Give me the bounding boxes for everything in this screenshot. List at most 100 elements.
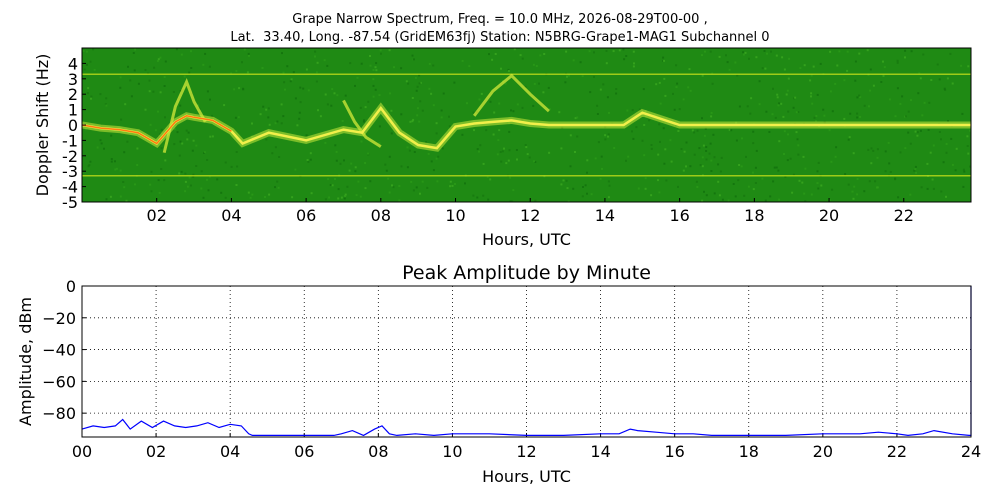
spectrogram-noise-pixel [859,96,862,99]
spectrogram-noise-pixel [581,195,584,198]
spectrogram-noise-pixel [271,152,274,155]
spectrogram-noise-pixel [601,167,603,170]
spectrogram-noise-pixel [363,119,366,122]
spectrogram-noise-pixel [718,55,721,58]
spectrogram-noise-pixel [843,117,846,120]
spectrogram-noise-pixel [192,173,195,176]
spectrogram-noise-pixel [391,184,393,187]
spectrogram-noise-pixel [315,80,318,83]
spectrogram-noise-pixel [114,168,117,171]
spectrogram-noise-pixel [357,180,360,183]
spectrogram-noise-pixel [204,52,207,55]
spectrogram-noise-pixel [548,151,551,154]
spectrogram-noise-pixel [130,95,133,98]
spectrogram-noise-pixel [235,184,238,186]
spectrogram-noise-pixel [398,199,401,202]
spectrogram-noise-pixel [500,67,502,70]
spectrogram-noise-pixel [710,170,713,172]
spectrogram-noise-pixel [899,151,902,154]
spectrogram-noise-pixel [931,178,934,181]
spectrogram-noise-pixel [657,153,660,156]
spectrogram-noise-pixel [962,185,965,188]
spectrogram-noise-pixel [179,104,182,107]
spectrogram-noise-pixel [816,182,819,185]
spectrogram-noise-pixel [880,81,883,83]
spectrogram-noise-pixel [223,104,226,107]
spectrogram-noise-pixel [683,150,686,153]
spectrogram-noise-pixel [378,125,381,128]
spectrogram-noise-pixel [367,152,369,155]
spectrogram-y-axis-label: Doppler Shift (Hz) [33,54,52,197]
spectrogram-noise-pixel [705,146,708,148]
spectrogram-noise-pixel [175,48,178,51]
spectrogram-noise-pixel [794,96,797,99]
spectrogram-noise-pixel [85,50,88,53]
spectrogram-noise-pixel [461,59,464,62]
spectrogram-noise-pixel [856,178,859,180]
spectrogram-noise-pixel [163,85,166,87]
spectrogram-noise-pixel [190,67,193,69]
spectrogram-y-tick-label: 2 [68,85,78,104]
spectrogram-noise-pixel [306,159,309,161]
spectrogram-noise-pixel [618,49,621,52]
spectrogram-noise-pixel [200,170,203,173]
spectrogram-noise-pixel [421,180,424,183]
spectrogram-noise-pixel [122,181,125,183]
spectrogram-noise-pixel [778,198,781,201]
spectrogram-noise-pixel [507,70,510,72]
spectrogram-noise-pixel [811,102,814,105]
spectrogram-noise-pixel [615,92,618,95]
spectrogram-noise-pixel [413,151,416,153]
spectrogram-noise-pixel [665,179,668,182]
spectrogram-noise-pixel [754,182,757,184]
spectrogram-noise-pixel [742,51,745,54]
spectrogram-noise-pixel [625,55,628,57]
spectrogram-noise-pixel [328,196,331,199]
spectrogram-noise-pixel [407,82,410,85]
spectrogram-noise-pixel [664,94,667,97]
spectrogram-noise-pixel [702,144,705,147]
spectrogram-noise-pixel [590,193,593,196]
spectrogram-noise-pixel [441,147,444,150]
spectrogram-noise-pixel [955,147,958,150]
spectrogram-noise-pixel [440,109,443,112]
spectrogram-noise-pixel [411,120,414,123]
spectrogram-noise-pixel [354,84,356,87]
spectrogram-noise-pixel [945,143,948,145]
spectrogram-noise-pixel [704,127,707,130]
spectrogram-noise-pixel [487,198,490,201]
spectrogram-noise-pixel [388,49,391,52]
spectrogram-noise-pixel [284,88,286,91]
spectrogram-noise-pixel [262,105,265,108]
spectrogram-noise-pixel [689,89,692,92]
spectrogram-noise-pixel [184,180,187,183]
spectrogram-noise-pixel [406,166,409,169]
spectrogram-noise-pixel [334,144,337,147]
spectrogram-noise-pixel [317,109,319,112]
spectrogram-noise-pixel [813,116,816,119]
spectrogram-x-tick-label: 08 [371,206,391,225]
spectrogram-noise-pixel [676,82,679,85]
spectrogram-noise-pixel [586,159,589,162]
spectrogram-noise-pixel [133,69,136,72]
spectrogram-noise-pixel [787,77,790,80]
spectrogram-noise-pixel [584,184,587,187]
spectrum-title-line-2: Lat. 33.40, Long. -87.54 (GridEM63fj) St… [230,30,770,45]
spectrogram-noise-pixel [411,97,414,99]
spectrogram-noise-pixel [528,156,531,159]
spectrogram-noise-pixel [233,88,236,91]
spectrogram-noise-pixel [432,64,435,67]
amplitude-x-tick-label: 16 [664,442,684,461]
spectrogram-noise-pixel [917,92,920,95]
spectrogram-noise-pixel [606,96,609,99]
spectrogram-noise-pixel [789,157,792,160]
spectrogram-noise-pixel [938,78,941,81]
spectrogram-noise-pixel [632,50,635,53]
spectrogram-noise-pixel [627,155,630,158]
spectrogram-noise-pixel [701,54,703,57]
spectrogram-noise-pixel [943,87,946,90]
spectrogram-noise-pixel [340,196,343,199]
spectrogram-noise-pixel [276,120,279,123]
spectrogram-noise-pixel [451,184,454,187]
spectrogram-noise-pixel [99,139,102,142]
